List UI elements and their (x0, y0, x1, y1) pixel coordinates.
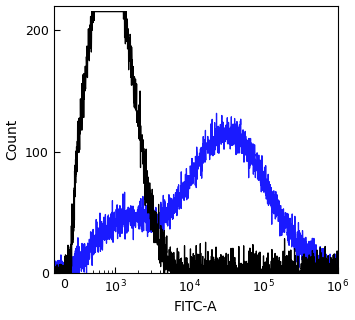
Y-axis label: Count: Count (6, 119, 20, 160)
X-axis label: FITC-A: FITC-A (174, 300, 218, 315)
